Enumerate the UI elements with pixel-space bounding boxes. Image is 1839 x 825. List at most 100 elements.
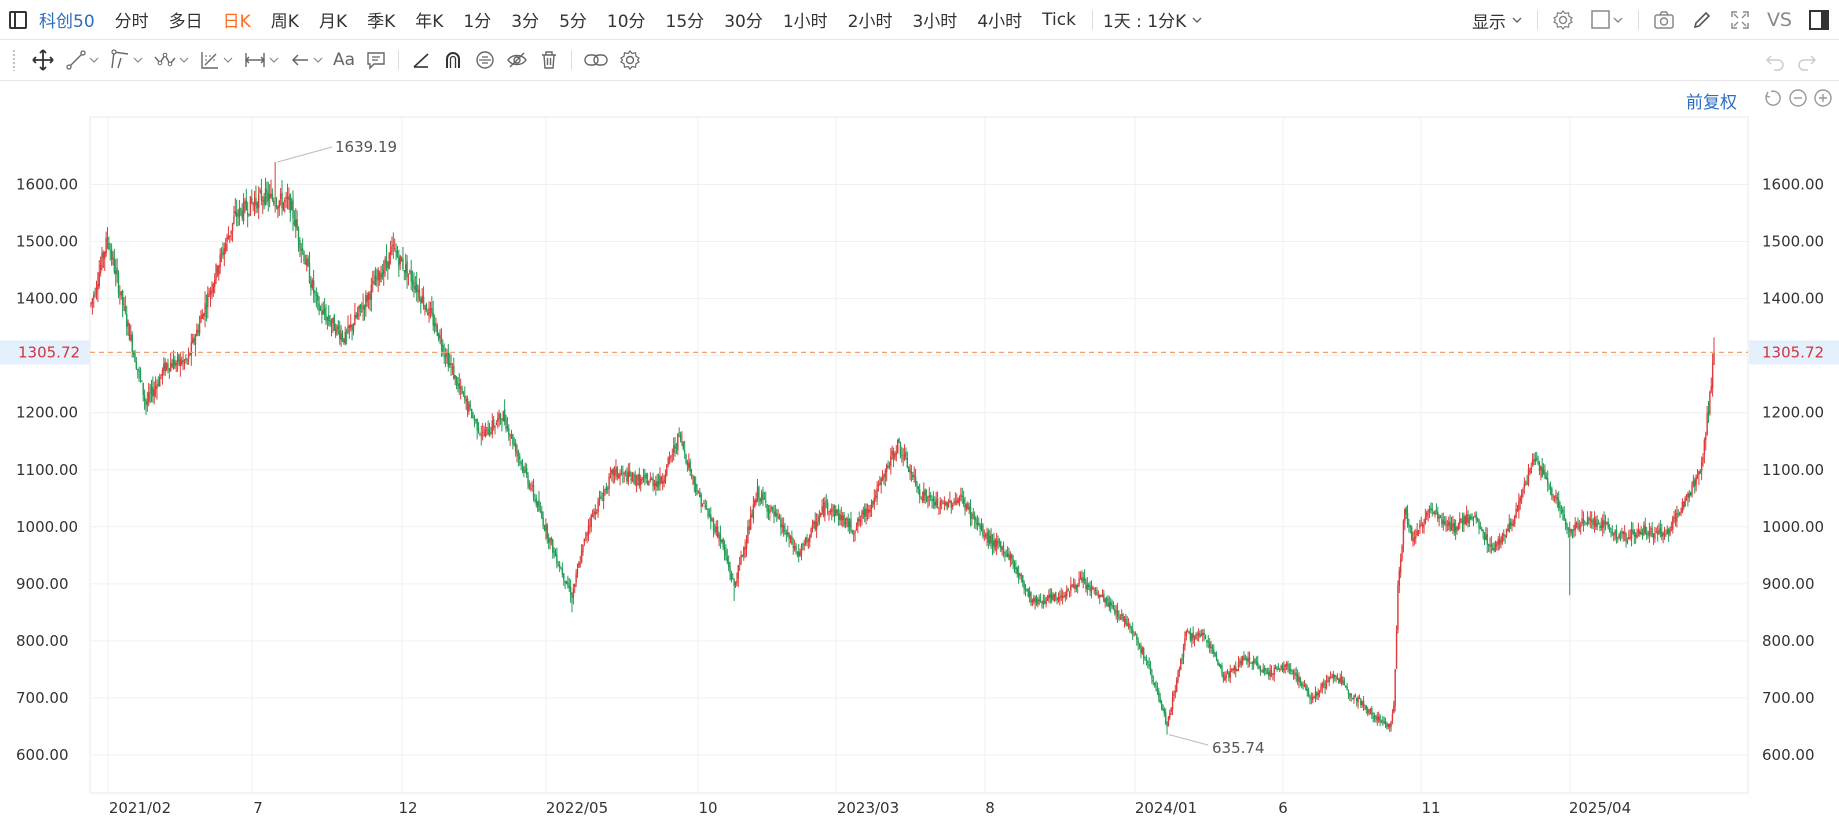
candle-body [1294,673,1296,675]
multi-period-select[interactable]: 1天 : 1分K [1099,7,1213,32]
period-1min[interactable]: 1分 [463,12,492,32]
trash-icon[interactable] [538,45,560,75]
period-tick[interactable]: Tick [1042,9,1076,30]
period-10min[interactable]: 10分 [606,12,646,32]
zoom-out-icon[interactable] [1788,88,1808,108]
magnet-icon[interactable] [442,45,464,75]
candle-body [885,464,888,472]
x-tick-label: 2021/02 [109,799,171,817]
camera-icon[interactable] [1652,8,1676,32]
redo-arrow-icon[interactable] [1796,46,1818,76]
period-monthly-k[interactable]: 月K [318,12,348,32]
fullscreen-icon[interactable] [1728,8,1752,32]
candle-body [521,464,524,466]
price-adjust-toggle[interactable]: 前复权 [1686,93,1737,113]
candle-body [94,293,96,295]
period-quarterly-k[interactable]: 季K [367,12,396,32]
candle-body [437,333,440,340]
candle-body [1406,512,1409,525]
candle-body [1711,363,1714,389]
candle-body [907,467,910,473]
candle-body [666,464,668,476]
period-30min[interactable]: 30分 [724,12,763,32]
sidebar-toggle-icon[interactable] [9,10,27,29]
move-cross-icon[interactable] [31,45,55,75]
toolbar-grip-handle[interactable] [12,49,16,71]
candle-body [1569,529,1571,532]
measure-tool-icon[interactable] [243,45,279,75]
candle-body [609,473,612,475]
candle-body [468,403,470,412]
candle-body [215,264,217,280]
pencil-icon[interactable] [1690,8,1714,32]
candle-body [1171,697,1174,710]
candle-body [160,374,162,376]
arrow-tool-icon[interactable] [289,45,323,75]
period-intraday[interactable]: 分时 [114,12,149,32]
candle-body [837,513,840,520]
candle-body [1404,508,1406,522]
candle-body [506,426,509,429]
candle-body [1103,594,1105,602]
candle-body [190,342,193,356]
undo-arrow-icon[interactable] [1764,46,1786,76]
candle-body [102,252,105,258]
candle-body [1700,461,1703,472]
candle-body [561,568,564,575]
candle-body [222,252,224,256]
candle-body [135,361,138,369]
zoom-in-icon[interactable] [1813,88,1833,108]
candle-body [1156,688,1159,692]
candle-body [552,539,554,553]
period-3min[interactable]: 3分 [511,12,540,32]
text-tool[interactable]: Aa [333,50,356,70]
period-5min[interactable]: 5分 [559,12,587,32]
candle-body [1529,471,1531,473]
comment-bubble-icon[interactable] [365,45,387,75]
hide-drawing-icon[interactable] [506,45,528,75]
period-15min[interactable]: 15分 [665,12,705,32]
candle-body [318,303,320,312]
candle-body [1141,648,1144,654]
candle-body [1258,666,1260,669]
period-3hour[interactable]: 3小时 [912,12,958,32]
candle-body [315,295,318,297]
candle-body [1060,595,1062,598]
layout-square-icon[interactable] [1589,8,1625,32]
display-dropdown[interactable]: 显示 [1472,8,1523,33]
candle-body [1193,638,1196,640]
candle-body [1672,517,1674,530]
period-1hour[interactable]: 1小时 [782,12,828,32]
candle-body [1287,663,1289,670]
angle-pen-icon[interactable] [410,45,432,75]
candle-body [950,501,952,508]
period-yearly-k[interactable]: 年K [415,12,444,32]
period-daily-k[interactable]: 日K [222,12,251,32]
channel-tool-icon[interactable] [109,45,143,75]
candle-body [1536,458,1538,460]
line-tool-icon[interactable] [65,45,99,75]
candle-body [927,498,929,502]
candle-body [585,537,587,539]
link-chain-icon[interactable] [583,45,609,75]
wave-pattern-icon[interactable] [153,45,189,75]
fib-tool-icon[interactable] [199,45,233,75]
period-2hour[interactable]: 2小时 [847,12,893,32]
reset-rotate-icon[interactable] [1763,88,1783,108]
compare-vs-button[interactable]: VS [1766,9,1792,31]
right-panel-icon[interactable] [1807,8,1831,32]
period-4hour[interactable]: 4小时 [977,12,1023,32]
candle-body [323,307,326,315]
candle-body [1328,677,1330,683]
candle-body [1544,471,1546,478]
candle-body [226,236,228,242]
candle-body [549,538,551,544]
period-weekly-k[interactable]: 周K [270,12,299,32]
settings-gear-icon[interactable] [1551,8,1575,32]
period-multi-day[interactable]: 多日 [168,12,203,32]
symbol-name[interactable]: 科创50 [39,12,95,32]
drawing-settings-gear-icon[interactable] [619,45,641,75]
lock-drawing-icon[interactable] [474,45,496,75]
candle-body [405,264,407,273]
